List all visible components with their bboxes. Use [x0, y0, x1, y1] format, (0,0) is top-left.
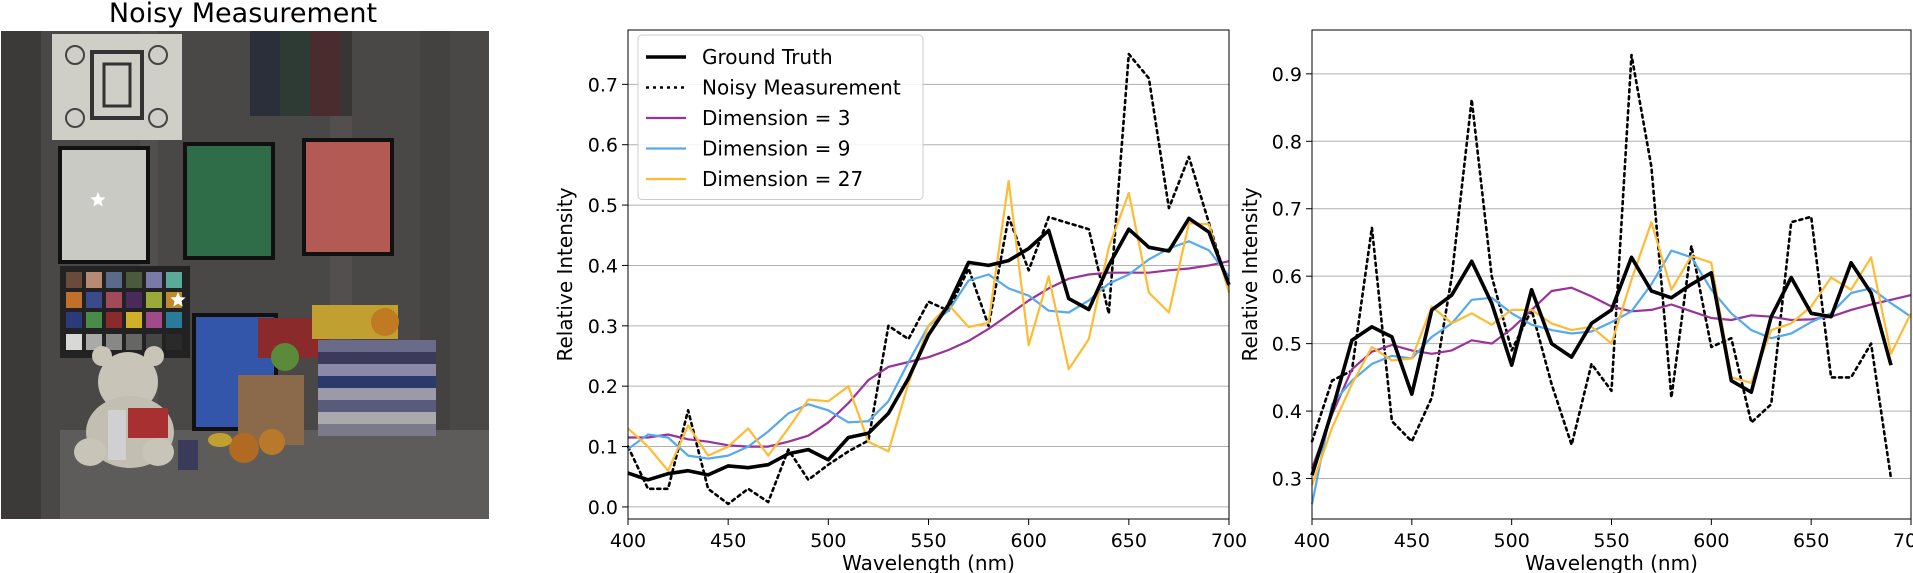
- x-axis-label: Wavelength (nm): [1525, 551, 1698, 573]
- x-tick-label: 400: [610, 530, 646, 552]
- y-axis-label: Relative Intensity: [1238, 187, 1262, 361]
- series-line-ground-truth: [1310, 255, 1893, 476]
- star-marker: [170, 292, 186, 307]
- series-line-dimension-9: [627, 240, 1230, 460]
- y-tick-label: 0.4: [1272, 401, 1302, 423]
- x-tick-label: 450: [1394, 530, 1430, 552]
- x-tick-label: 650: [1111, 530, 1147, 552]
- x-tick-label: 550: [910, 530, 946, 552]
- y-tick-label: 0.2: [588, 376, 618, 398]
- y-tick-label: 0.7: [588, 74, 618, 96]
- y-tick-label: 0.7: [1272, 199, 1302, 221]
- y-tick-label: 0.0: [588, 497, 618, 519]
- legend: Ground Truth Noisy Measurement Dimension =…: [637, 34, 924, 200]
- x-tick-label: 500: [1494, 530, 1530, 552]
- chart-panel-2: 400 450 500 550 600 650 700 0.3 0.4 0.5 0.6 0.7 0.8…: [1238, 29, 1913, 573]
- x-tick-label: 600: [1011, 530, 1047, 552]
- x-tick-label: 500: [810, 530, 846, 552]
- x-axis-label: Wavelength (nm): [842, 551, 1015, 573]
- legend-label: Dimension = 9: [702, 137, 851, 161]
- x-tick-label: 400: [1294, 530, 1330, 552]
- legend-box: [637, 34, 924, 200]
- y-tick-label: 0.1: [588, 437, 618, 459]
- x-tick-label: 650: [1793, 530, 1829, 552]
- y-tick-label: 0.6: [1272, 266, 1302, 288]
- image-panel-title: Noisy Measurement: [109, 0, 377, 29]
- legend-label: Ground Truth: [702, 45, 833, 69]
- plot-frame: [1311, 29, 1912, 520]
- y-tick-label: 0.9: [1272, 64, 1302, 86]
- series-line-dimension-3: [628, 260, 1230, 448]
- legend-label: Noisy Measurement: [702, 76, 901, 100]
- y-tick-label: 0.5: [1272, 334, 1302, 356]
- series-line-dimension-27: [627, 179, 1231, 472]
- x-tick-label: 550: [1593, 530, 1629, 552]
- series-line-ground-truth: [627, 216, 1231, 482]
- series-line-noisy-measurement: [626, 52, 1231, 506]
- image-panel: Noisy Measurement: [1, 0, 489, 519]
- y-tick-label: 0.4: [588, 255, 618, 277]
- y-axis-label: Relative Intensity: [553, 187, 577, 361]
- x-tick-label: 700: [1893, 530, 1913, 552]
- y-tick-label: 0.3: [1272, 469, 1302, 491]
- y-tick-label: 0.3: [588, 316, 618, 338]
- x-tick-label: 600: [1693, 530, 1729, 552]
- chart-panel-1: 400 450 500 550 600 650 700 0.0 0.1 0.2 0.3 0.4 0.5…: [553, 29, 1247, 573]
- star-marker: [90, 192, 106, 207]
- legend-label: Dimension = 3: [702, 106, 851, 130]
- legend-label: Dimension = 27: [702, 167, 863, 191]
- y-tick-label: 0.6: [588, 135, 618, 157]
- series-line-noisy-measurement: [1310, 53, 1893, 480]
- scene-image: [1, 31, 489, 519]
- x-tick-label: 700: [1211, 530, 1247, 552]
- series-line-dimension-27: [1310, 221, 1912, 486]
- y-tick-label: 0.5: [588, 195, 618, 217]
- y-tick-label: 0.8: [1272, 131, 1302, 153]
- x-tick-label: 450: [710, 530, 746, 552]
